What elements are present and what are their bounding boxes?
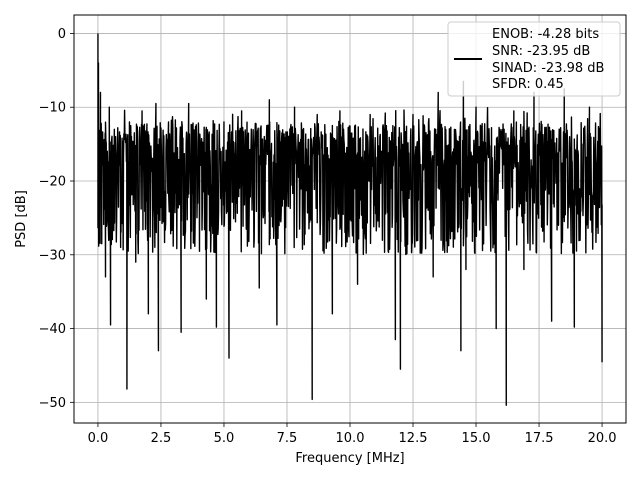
- y-tick-label: −30: [39, 248, 66, 263]
- x-axis-label: Frequency [MHz]: [295, 451, 404, 466]
- legend-sinad: SINAD: -23.98 dB: [492, 61, 604, 76]
- legend-snr: SNR: -23.95 dB: [492, 44, 590, 59]
- y-tick-label: −40: [39, 322, 66, 337]
- plot-series: [97, 33, 603, 406]
- x-tick-label: 17.5: [525, 431, 554, 446]
- x-tick-label: 5.0: [214, 431, 235, 446]
- y-tick-label: −50: [39, 396, 66, 411]
- x-tick-label: 0.0: [88, 431, 109, 446]
- legend-enob: ENOB: -4.28 bits: [492, 27, 599, 42]
- legend: ENOB: -4.28 bits SNR: -23.95 dB SINAD: -…: [447, 21, 621, 97]
- y-tick-label: −10: [39, 101, 66, 116]
- y-axis-label: PSD [dB]: [14, 190, 29, 248]
- y-tick-label: −20: [39, 175, 66, 190]
- x-tick-label: 12.5: [399, 431, 428, 446]
- x-tick-label: 10.0: [336, 431, 365, 446]
- legend-box: [447, 21, 621, 97]
- x-tick-label: 2.5: [151, 431, 172, 446]
- y-tick-label: 0: [58, 27, 66, 42]
- x-tick-label: 15.0: [462, 431, 491, 446]
- axis-ticks: 0.0 2.5 5.0 7.5 10.0 12.5 15.0 17.5 20.0 0 −10 −20 −…: [39, 27, 617, 446]
- x-tick-label: 20.0: [588, 431, 617, 446]
- psd-trace: [97, 33, 603, 406]
- legend-sfdr: SFDR: 0.45: [492, 77, 564, 92]
- x-tick-label: 7.5: [277, 431, 298, 446]
